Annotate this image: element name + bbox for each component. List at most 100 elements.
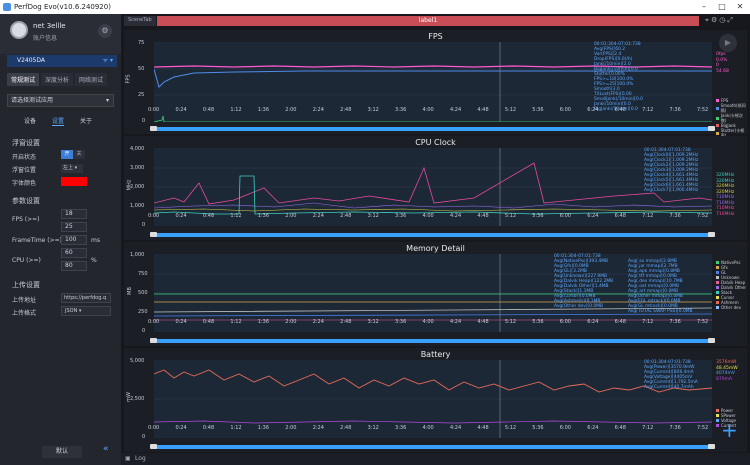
expand-icon[interactable]: ⤢ [727,16,735,24]
tab-deep-analysis[interactable]: 深度分析 [41,73,74,86]
time-tick: 4:00 [422,107,434,113]
legend-item[interactable]: Dalvik Heap [716,280,746,285]
minimize-button[interactable]: – [702,2,706,11]
scene-tab[interactable]: SceneTab [124,16,156,26]
toggle-on[interactable]: 开 [61,150,73,159]
time-tick: 4:48 [477,213,489,219]
tab-normal-test[interactable]: 常规测试 [7,73,40,86]
sidebar: net 3ellle 账户信息 ⚙ V2405DA ᯤ ▾ 常规测试 深度分析 … [0,14,121,465]
fps-scroll-end-handle[interactable] [708,126,715,131]
tab-network-test[interactable]: 网络测试 [75,73,108,86]
legend-item[interactable]: Smooth(帧间隔) [716,103,747,113]
param-title: 参数设置 [12,197,40,205]
fps-scroll-start-handle[interactable] [150,126,157,131]
label-bar[interactable]: label1 [157,16,699,26]
cpu-input-2[interactable]: 80 [61,261,87,271]
tab-device[interactable]: 设备 [24,118,37,125]
memory-plot[interactable]: 00:01:304-07:01:738 Avg(NativePss)[393.4… [153,254,713,332]
fps-plot[interactable]: 00:01:304-07:01:738 Avg(FPS)[60.2 Var(FP… [153,42,713,123]
cpu-scroll-start-handle[interactable] [150,232,157,237]
font-color-swatch[interactable] [61,177,87,186]
log-label[interactable]: Log [135,455,146,462]
account-info-link[interactable]: 账户信息 [33,35,58,42]
legend-item[interactable]: NativePss [716,260,746,265]
log-toggle-icon[interactable]: ▣ [125,455,131,462]
gear-icon[interactable]: ⚙ [98,24,112,38]
add-chart-button[interactable]: + [721,418,738,442]
legend-item[interactable]: Stack [716,290,746,295]
memory-chart [153,254,713,332]
legend-item[interactable]: Other dev [716,305,746,310]
memory-ytick: 0 [142,328,146,334]
frametime-input[interactable]: 100 [61,235,87,245]
legend-item[interactable]: Cursor [716,295,746,300]
fps-input-1[interactable]: 18 [61,209,87,219]
tab-settings[interactable]: 设置 [52,118,65,126]
cpu-scrollbar[interactable] [150,233,715,237]
tab-about[interactable]: 关于 [80,118,93,125]
legend-item[interactable]: Jank(卡顿次数) [716,113,747,123]
cpu-input-1[interactable]: 60 [61,248,87,258]
device-selector[interactable]: V2405DA ᯤ ▾ [7,55,117,67]
fps-input-2[interactable]: 25 [61,222,87,232]
avatar[interactable] [10,21,28,39]
memory-scrollbar[interactable] [150,339,715,343]
time-tick: 3:36 [395,425,407,431]
legend-item[interactable]: Ashmem [716,300,746,305]
time-tick: 3:12 [367,425,379,431]
legend-item[interactable]: Gfx [716,265,746,270]
fps-series-line [153,65,713,68]
memory-stats: 00:01:304-07:01:738 Avg(NativePss)[393.4… [554,254,614,309]
play-button[interactable]: ▶ [719,34,737,52]
legend-item[interactable]: SPower [716,413,736,418]
location-icon[interactable]: ⌖ [705,16,711,24]
close-button[interactable]: ✕ [736,2,744,11]
enable-label: 开启状态 [12,154,37,161]
legend-item[interactable]: GL [716,270,746,275]
font-color-label: 字体颜色 [12,180,37,187]
time-tick: 0:00 [148,107,160,113]
enable-toggle[interactable]: 开 关 [61,150,85,159]
upload-url-input[interactable]: https://perfdog.q [61,293,111,303]
cpu-chart [153,148,713,226]
memory-title: Memory Detail [406,244,465,253]
upload-format-select[interactable]: JSON ▾ [61,306,111,316]
upload-format-label: 上传格式 [12,310,37,317]
time-tick: 6:00 [559,213,571,219]
maximize-button[interactable]: □ [718,2,726,11]
position-select[interactable]: 左上 ▾ [61,164,83,173]
battery-scrollbar[interactable] [150,445,715,449]
clock-icon[interactable]: ◷ [719,16,728,24]
time-tick: 2:48 [340,425,352,431]
legend-item[interactable]: BigJank [716,123,747,128]
legend-item[interactable]: Unknown [716,275,746,280]
fps-scrollbar[interactable] [150,127,715,131]
battery-scroll-start-handle[interactable] [150,444,157,449]
cpu-stats: 00:01:304-07:01:738 Avg(Clock0)[1,009.2M… [644,148,699,193]
legend-item[interactable]: Voltage [716,418,736,423]
app-select[interactable]: 请选择测试应用 ▾ [7,94,114,107]
time-tick: 6:48 [614,107,626,113]
cpu-plot[interactable]: 00:01:304-07:01:738 Avg(Clock0)[1,009.2M… [153,148,713,226]
default-button[interactable]: 默认 [42,446,82,458]
settings-icon[interactable]: ⚙ [710,16,720,24]
time-tick: 5:36 [532,319,544,325]
legend-item[interactable]: FPS [716,98,747,103]
collapse-sidebar-icon[interactable]: « [103,444,109,454]
legend-item[interactable]: Current [716,423,736,428]
battery-panel: Battery mW 5,000 2,500 0 00:01:304-07:01… [124,348,747,452]
time-tick: 4:24 [449,213,462,219]
battery-plot[interactable]: 00:01:304-07:01:738 Avg(Power)[3570.9mW … [153,360,713,438]
fps-title: FPS [428,32,443,41]
time-tick: 0:48 [202,213,215,219]
cpu-series-line [153,162,713,205]
legend-item[interactable]: Power [716,408,736,413]
memory-scroll-start-handle[interactable] [150,338,157,343]
cpu-scroll-end-handle[interactable] [708,232,715,237]
memory-scroll-end-handle[interactable] [708,338,715,343]
battery-scroll-end-handle[interactable] [708,444,715,449]
cpu-unit: % [91,257,97,264]
toggle-off[interactable]: 关 [73,150,85,159]
legend-item[interactable]: Dalvik Other [716,285,746,290]
legend-item[interactable]: Stutter(卡顿率) [716,128,747,138]
